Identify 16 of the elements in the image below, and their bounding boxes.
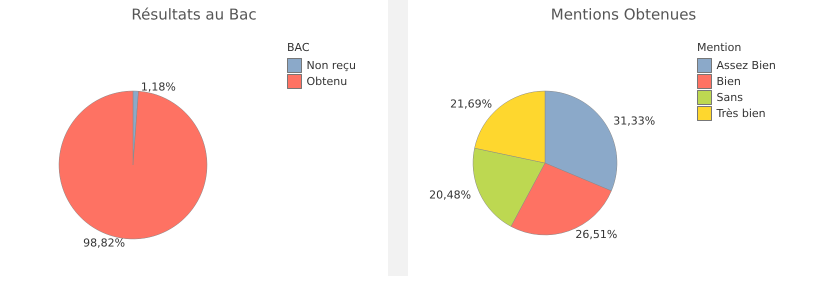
legend-title: BAC xyxy=(287,41,310,54)
chart-title: Mentions Obtenues xyxy=(550,6,696,24)
data-label: 98,82% xyxy=(83,236,126,250)
legend-title: Mention xyxy=(697,41,742,54)
legend-label: Assez Bien xyxy=(716,59,776,72)
data-label: 21,69% xyxy=(450,97,492,110)
legend-label: Très bien xyxy=(716,107,766,120)
data-label: 1,18% xyxy=(140,80,176,94)
data-label: 31,33% xyxy=(613,114,656,128)
legend-label: Obtenu xyxy=(306,75,348,88)
legend-label: Sans xyxy=(716,91,744,104)
data-label: 20,48% xyxy=(429,188,472,202)
legend-label: Bien xyxy=(716,75,741,88)
chart-title: Résultats au Bac xyxy=(131,6,257,24)
legend-label: Non reçu xyxy=(306,59,356,72)
data-label: 26,51% xyxy=(575,228,618,242)
